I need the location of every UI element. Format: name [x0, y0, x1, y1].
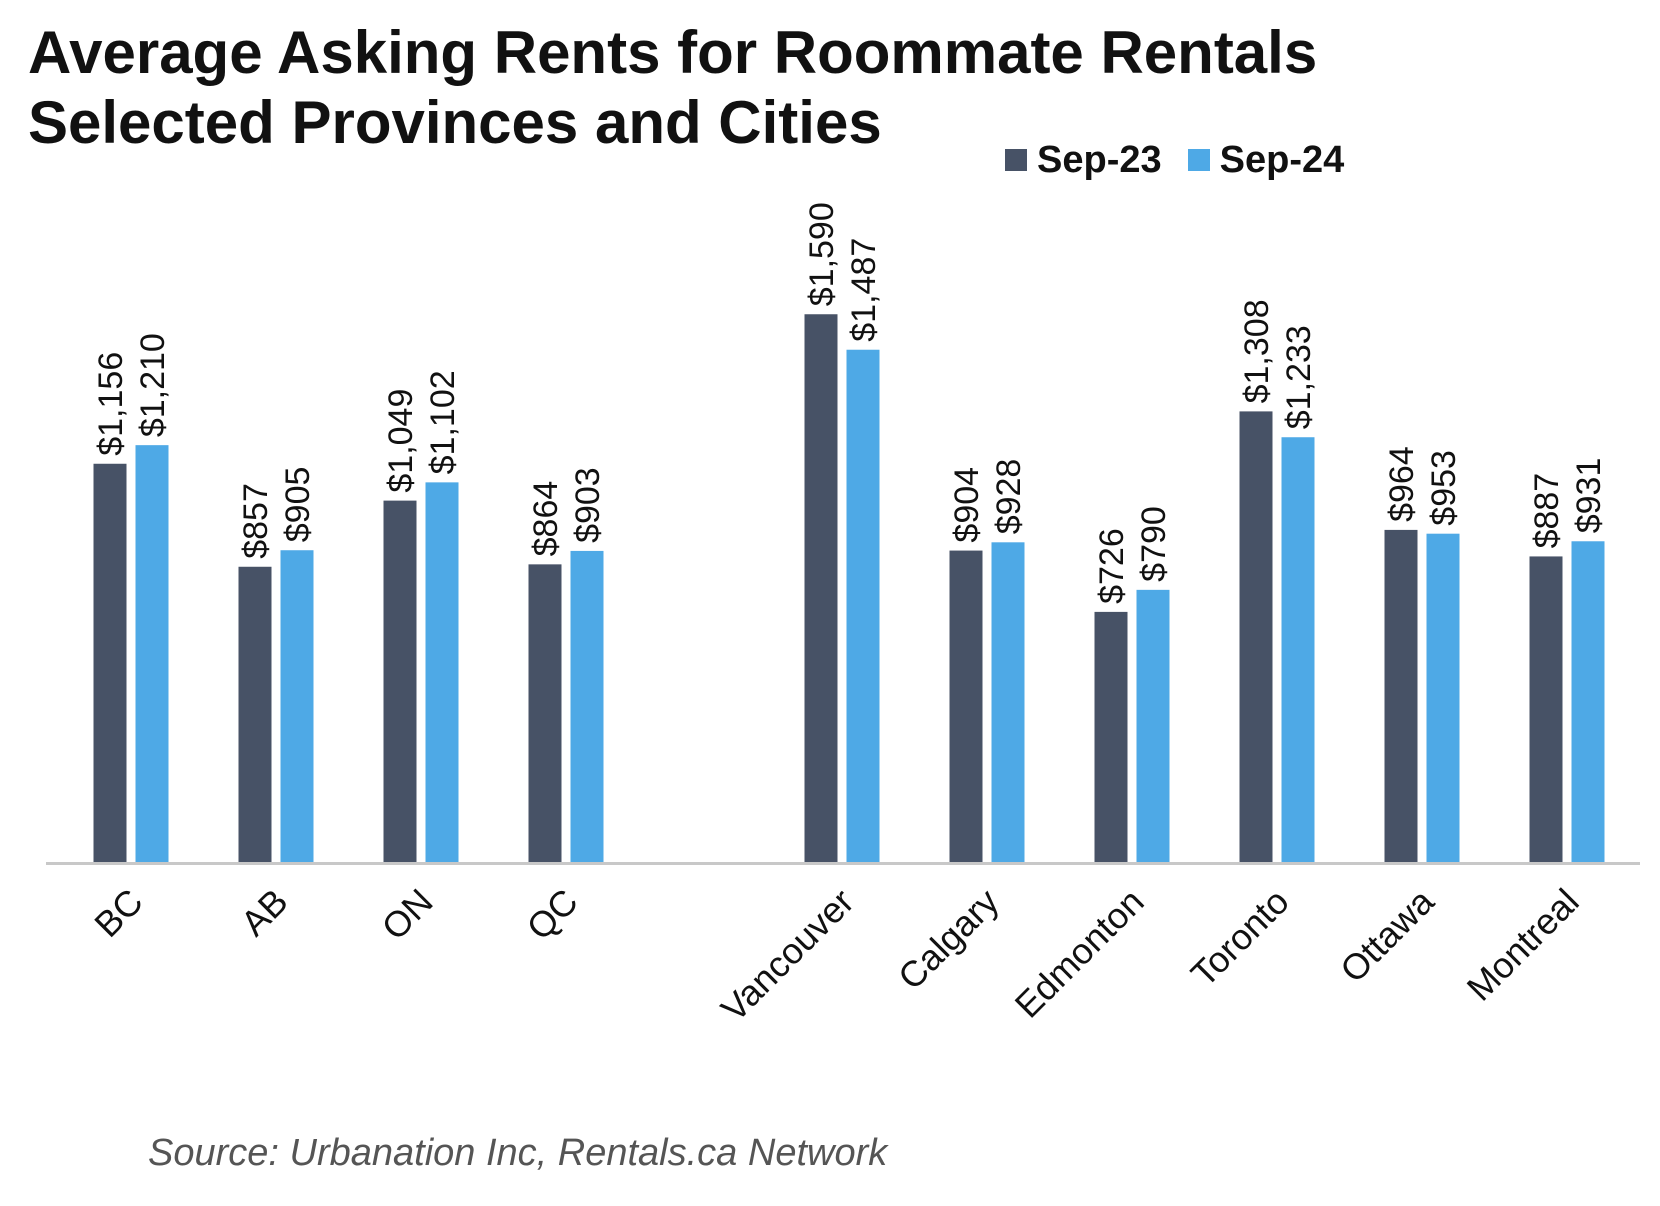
source-note: Source: Urbanation Inc, Rentals.ca Netwo…	[148, 1132, 888, 1174]
bar-sep23-toronto	[1239, 411, 1273, 862]
bar-sep24-toronto	[1281, 437, 1315, 862]
data-label-sep24-bc: $1,210	[134, 333, 172, 437]
bar-sep23-bc	[93, 463, 127, 862]
data-label-sep23-vancouver: $1,590	[803, 202, 841, 306]
data-label-sep24-montreal: $931	[1570, 458, 1608, 534]
bar-sep23-ab	[238, 566, 272, 862]
bar-sep23-edmonton	[1094, 611, 1128, 862]
chart-legend: Sep-23 Sep-24	[1005, 138, 1344, 182]
bar-sep24-vancouver	[846, 349, 880, 862]
data-label-sep24-ab: $905	[279, 467, 317, 543]
legend-entry-sep24: Sep-24	[1187, 138, 1345, 182]
bar-sep24-qc	[570, 550, 604, 862]
data-label-sep23-ab: $857	[237, 483, 275, 559]
bar-sep24-ab	[280, 550, 314, 862]
x-tick-label-ottawa: Ottawa	[1332, 880, 1442, 990]
data-label-sep24-vancouver: $1,487	[845, 238, 883, 342]
data-label-sep23-montreal: $887	[1528, 473, 1566, 549]
legend-swatch-sep24	[1187, 149, 1210, 171]
chart-title: Average Asking Rents for Roommate Rental…	[28, 19, 1318, 86]
bar-sep23-on	[383, 500, 417, 862]
data-label-sep23-bc: $1,156	[92, 352, 130, 456]
x-tick-label-ab: AB	[233, 881, 296, 944]
data-label-sep23-toronto: $1,308	[1238, 299, 1276, 403]
bar-sep24-calgary	[991, 542, 1025, 862]
bar-sep24-bc	[135, 445, 169, 862]
data-label-sep24-qc: $903	[569, 467, 607, 543]
x-tick-label-vancouver: Vancouver	[713, 881, 862, 1030]
bar-sep23-ottawa	[1384, 529, 1418, 862]
data-label-sep24-edmonton: $790	[1135, 506, 1173, 582]
bar-sep24-montreal	[1571, 541, 1605, 862]
data-label-sep24-ottawa: $953	[1425, 450, 1463, 526]
bar-sep23-montreal	[1529, 556, 1563, 862]
data-label-sep23-qc: $864	[527, 481, 565, 557]
bar-sep24-edmonton	[1136, 589, 1170, 862]
bar-sep23-calgary	[949, 550, 983, 862]
x-tick-label-calgary: Calgary	[890, 881, 1007, 998]
legend-entry-sep23: Sep-23	[1005, 139, 1162, 182]
bar-sep24-on	[425, 482, 459, 862]
x-tick-label-qc: QC	[518, 881, 585, 948]
x-tick-label-toronto: Toronto	[1183, 881, 1297, 995]
data-label-sep24-toronto: $1,233	[1280, 325, 1318, 429]
data-label-sep23-edmonton: $726	[1093, 528, 1131, 604]
bar-sep23-qc	[528, 564, 562, 862]
legend-label-sep23: Sep-23	[1037, 138, 1162, 181]
data-label-sep23-ottawa: $964	[1383, 446, 1421, 522]
data-label-sep24-on: $1,102	[424, 370, 462, 474]
bar-sep24-ottawa	[1426, 533, 1460, 862]
legend-label-sep24: Sep-24	[1219, 138, 1345, 181]
data-label-sep24-calgary: $928	[990, 459, 1028, 535]
x-tick-label-on: ON	[373, 881, 440, 948]
data-label-sep23-calgary: $904	[948, 467, 986, 543]
x-tick-label-bc: BC	[86, 881, 150, 945]
legend-swatch-sep23	[1005, 149, 1027, 171]
x-tick-label-montreal: Montreal	[1459, 881, 1587, 1009]
chart-subtitle: Selected Provinces and Cities	[28, 89, 882, 156]
data-label-sep23-on: $1,049	[382, 389, 420, 493]
bar-sep23-vancouver	[804, 314, 838, 862]
x-tick-label-edmonton: Edmonton	[1007, 881, 1152, 1026]
